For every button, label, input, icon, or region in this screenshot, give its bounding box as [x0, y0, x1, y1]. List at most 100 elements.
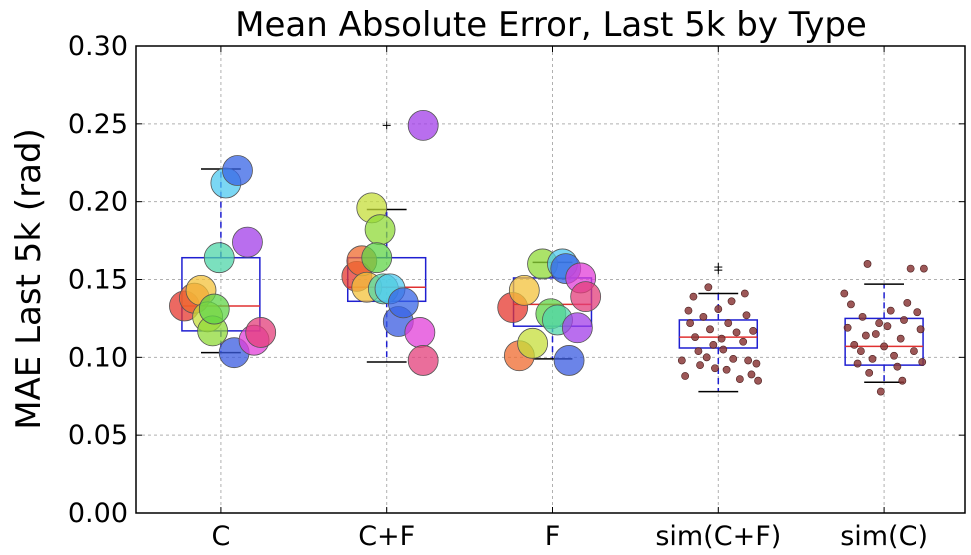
large-points-C+F	[341, 109, 439, 376]
data-point	[916, 325, 925, 334]
data-point	[740, 289, 749, 298]
data-point	[918, 358, 927, 366]
data-point	[706, 325, 714, 334]
data-point	[749, 326, 758, 335]
x-tick-label: C+F	[358, 521, 415, 552]
data-point	[875, 319, 884, 327]
data-point	[863, 260, 872, 268]
data-point	[561, 312, 593, 344]
plot-frame	[135, 45, 966, 514]
data-point	[722, 365, 731, 374]
data-point	[858, 312, 867, 321]
data-point	[709, 340, 718, 349]
data-point	[893, 362, 902, 371]
data-point	[719, 345, 728, 354]
data-point	[404, 317, 436, 348]
data-point	[752, 359, 761, 368]
data-point	[694, 347, 703, 356]
x-tick-label: sim(C)	[840, 521, 928, 552]
data-point	[906, 264, 915, 273]
data-point	[871, 330, 880, 338]
data-point	[232, 226, 263, 258]
data-point	[691, 333, 699, 341]
data-point	[689, 292, 698, 301]
data-point	[508, 274, 540, 306]
data-point	[717, 334, 726, 343]
data-point	[699, 312, 708, 321]
data-point	[747, 370, 756, 379]
y-tick-label: 0.05	[68, 420, 128, 451]
data-point	[898, 376, 907, 385]
data-point	[919, 264, 928, 273]
data-point	[517, 327, 549, 359]
data-point	[840, 289, 849, 298]
data-point	[876, 387, 885, 396]
data-point	[203, 242, 235, 274]
data-point	[364, 214, 396, 246]
box-iqr	[844, 317, 924, 366]
data-point	[702, 353, 711, 362]
data-point	[361, 242, 393, 274]
data-point	[856, 347, 865, 356]
data-point	[704, 283, 713, 292]
data-point	[735, 375, 744, 384]
x-tick-label: F	[545, 521, 561, 552]
y-tick-label: 0.00	[68, 498, 128, 529]
small-points-sim(C+F)	[677, 283, 762, 385]
data-point	[553, 345, 585, 376]
y-tick-label: 0.10	[68, 342, 128, 373]
data-point	[727, 297, 736, 306]
data-point	[910, 347, 918, 356]
data-point	[407, 109, 439, 141]
box-iqr	[678, 319, 759, 349]
large-points-F	[497, 248, 602, 376]
data-point	[739, 337, 748, 346]
data-point	[681, 372, 690, 380]
data-point	[387, 287, 419, 319]
data-point	[847, 300, 855, 309]
data-point	[886, 306, 895, 315]
large-points-C	[169, 155, 277, 369]
data-point	[853, 359, 862, 368]
chart-title: Mean Absolute Error, Last 5k by Type	[235, 5, 867, 45]
data-point	[742, 311, 751, 320]
data-point	[861, 331, 870, 340]
data-point	[865, 368, 874, 377]
data-point	[896, 334, 905, 343]
data-point	[677, 356, 686, 365]
data-point	[883, 322, 892, 331]
data-point	[890, 351, 898, 360]
data-point	[903, 298, 912, 307]
data-point	[407, 345, 439, 376]
y-tick-layer: 0.00 0.05 0.10 0.15 0.20 0.25 0.30	[68, 31, 965, 529]
data-point	[880, 342, 888, 351]
data-point	[754, 376, 762, 385]
y-tick-label: 0.25	[68, 109, 128, 140]
data-point	[222, 155, 253, 186]
small-points-sim(C)	[840, 260, 928, 396]
data-point	[843, 323, 852, 332]
data-point	[711, 364, 719, 373]
y-tick-label: 0.15	[68, 265, 128, 296]
data-point	[868, 354, 877, 363]
y-axis-label: MAE Last 5k (rad)	[9, 128, 49, 430]
data-point	[245, 317, 277, 348]
point-layer	[169, 109, 928, 396]
data-point	[714, 305, 723, 313]
data-point	[744, 356, 753, 365]
data-point	[850, 340, 859, 349]
y-tick-label: 0.20	[68, 187, 128, 218]
data-point	[570, 281, 602, 313]
x-tick-label: C	[211, 521, 230, 552]
data-point	[913, 308, 922, 317]
data-point	[198, 293, 230, 325]
data-point	[900, 316, 908, 324]
y-tick-label: 0.30	[68, 31, 128, 62]
x-tick-label: sim(C+F)	[655, 521, 781, 552]
data-point	[724, 319, 733, 327]
data-point	[686, 319, 695, 327]
data-point	[696, 361, 704, 370]
data-point	[684, 306, 693, 315]
